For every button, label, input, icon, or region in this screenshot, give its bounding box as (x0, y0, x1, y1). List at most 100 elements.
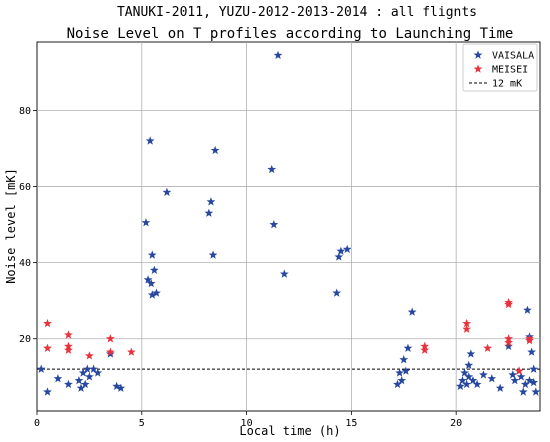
vaisala-point (529, 377, 539, 387)
vaisala-point (523, 305, 532, 314)
x-tick-label: 5 (139, 418, 145, 429)
y-tick-label: 60 (19, 182, 31, 193)
meisei-point (64, 330, 73, 339)
vaisala-point (145, 136, 155, 145)
vaisala-point (464, 360, 474, 370)
vaisala-point (518, 387, 528, 396)
vaisala-point (273, 50, 283, 60)
vaisala-point (527, 347, 536, 356)
data-points (36, 50, 541, 396)
vaisala-point (460, 368, 469, 377)
meisei-point (420, 345, 430, 354)
vaisala-point (399, 355, 409, 364)
meisei-point (483, 343, 492, 352)
vaisala-point (397, 375, 407, 385)
vaisala-point (74, 375, 84, 385)
meisei-point (64, 345, 73, 354)
vaisala-point (466, 349, 476, 358)
vaisala-point (78, 368, 88, 377)
legend: VAISALA MEISEI 12 mK (462, 43, 538, 92)
vaisala-point (531, 387, 541, 396)
x-tick-label: 20 (450, 418, 462, 429)
vaisala-point (116, 383, 126, 392)
x-tick-label: 15 (345, 418, 357, 429)
vaisala-point (403, 343, 413, 352)
meisei-point (504, 299, 513, 309)
vaisala-point (147, 290, 157, 299)
x-tick-label: 0 (34, 418, 40, 429)
vaisala-point (80, 379, 90, 389)
vaisala-point (267, 164, 277, 174)
vaisala-point (64, 379, 73, 389)
vaisala-point (508, 370, 518, 379)
vaisala-point (93, 368, 103, 377)
vaisala-point (464, 372, 474, 381)
vaisala-point (162, 187, 172, 196)
vaisala-point (76, 383, 86, 392)
vaisala-point (462, 379, 472, 389)
meisei-point (504, 337, 513, 347)
y-tick-label: 20 (19, 334, 31, 345)
vaisala-point (149, 265, 159, 274)
vaisala-point (472, 379, 482, 389)
vaisala-point (504, 341, 513, 351)
meisei-legend-marker (473, 64, 483, 73)
meisei-point (43, 343, 52, 352)
chart-title: Noise Level on T profiles according to L… (67, 26, 514, 42)
vaisala-point (208, 250, 218, 259)
vaisala-point (393, 379, 402, 389)
vaisala-point (141, 218, 151, 227)
vaisala-point (146, 278, 156, 288)
legend-label: VAISALA (492, 51, 534, 62)
vaisala-point (89, 364, 98, 373)
x-tick-label: 10 (241, 418, 253, 429)
vaisala-point (516, 372, 526, 381)
vaisala-point (334, 252, 344, 261)
legend-label: MEISEI (492, 65, 528, 76)
vaisala-point (336, 246, 346, 255)
vaisala-point (510, 375, 520, 385)
y-tick-label: 40 (19, 258, 31, 269)
vaisala-point (269, 220, 279, 229)
vaisala-point (479, 370, 488, 379)
vaisala-point (143, 275, 153, 284)
vaisala-point (36, 364, 46, 373)
y-axis-label: Noise level [mK] (4, 168, 18, 284)
vaisala-point (407, 307, 417, 316)
chart-suptitle: TANUKI-2011, YUZU-2012-2013-2014 : all f… (117, 5, 477, 20)
vaisala-point (279, 269, 289, 278)
vaisala-point (112, 381, 122, 390)
axis-ticks: 0 5 10 15 20 20 40 60 80 (19, 106, 462, 429)
vaisala-point (43, 387, 52, 396)
vaisala-point (529, 364, 539, 373)
meisei-point (105, 347, 115, 356)
vaisala-point (210, 145, 220, 155)
meisei-point (462, 324, 472, 333)
meisei-point (105, 334, 115, 343)
vaisala-point (458, 375, 467, 385)
legend-label: 12 mK (492, 79, 522, 90)
meisei-point (126, 347, 136, 356)
vaisala-point (332, 288, 342, 297)
vaisala-point (468, 375, 478, 385)
vaisala-point (401, 366, 411, 375)
vaisala-point (147, 250, 157, 259)
vaisala-point (206, 197, 216, 206)
meisei-point (525, 334, 534, 343)
vaisala-point (495, 383, 505, 392)
vaisala-point (85, 372, 94, 381)
vaisala-point (525, 375, 534, 385)
legend-box (462, 43, 538, 92)
vaisala-point (204, 208, 214, 217)
grid-lines (37, 42, 540, 411)
vaisala-legend-marker (473, 50, 483, 59)
vaisala-point (152, 288, 161, 297)
vaisala-point (487, 374, 497, 383)
y-tick-label: 80 (19, 106, 31, 117)
meisei-point (462, 318, 472, 328)
x-axis-label: Local time (h) (239, 424, 340, 438)
vaisala-point (520, 379, 530, 389)
vaisala-point (395, 368, 404, 377)
vaisala-point (342, 244, 352, 254)
